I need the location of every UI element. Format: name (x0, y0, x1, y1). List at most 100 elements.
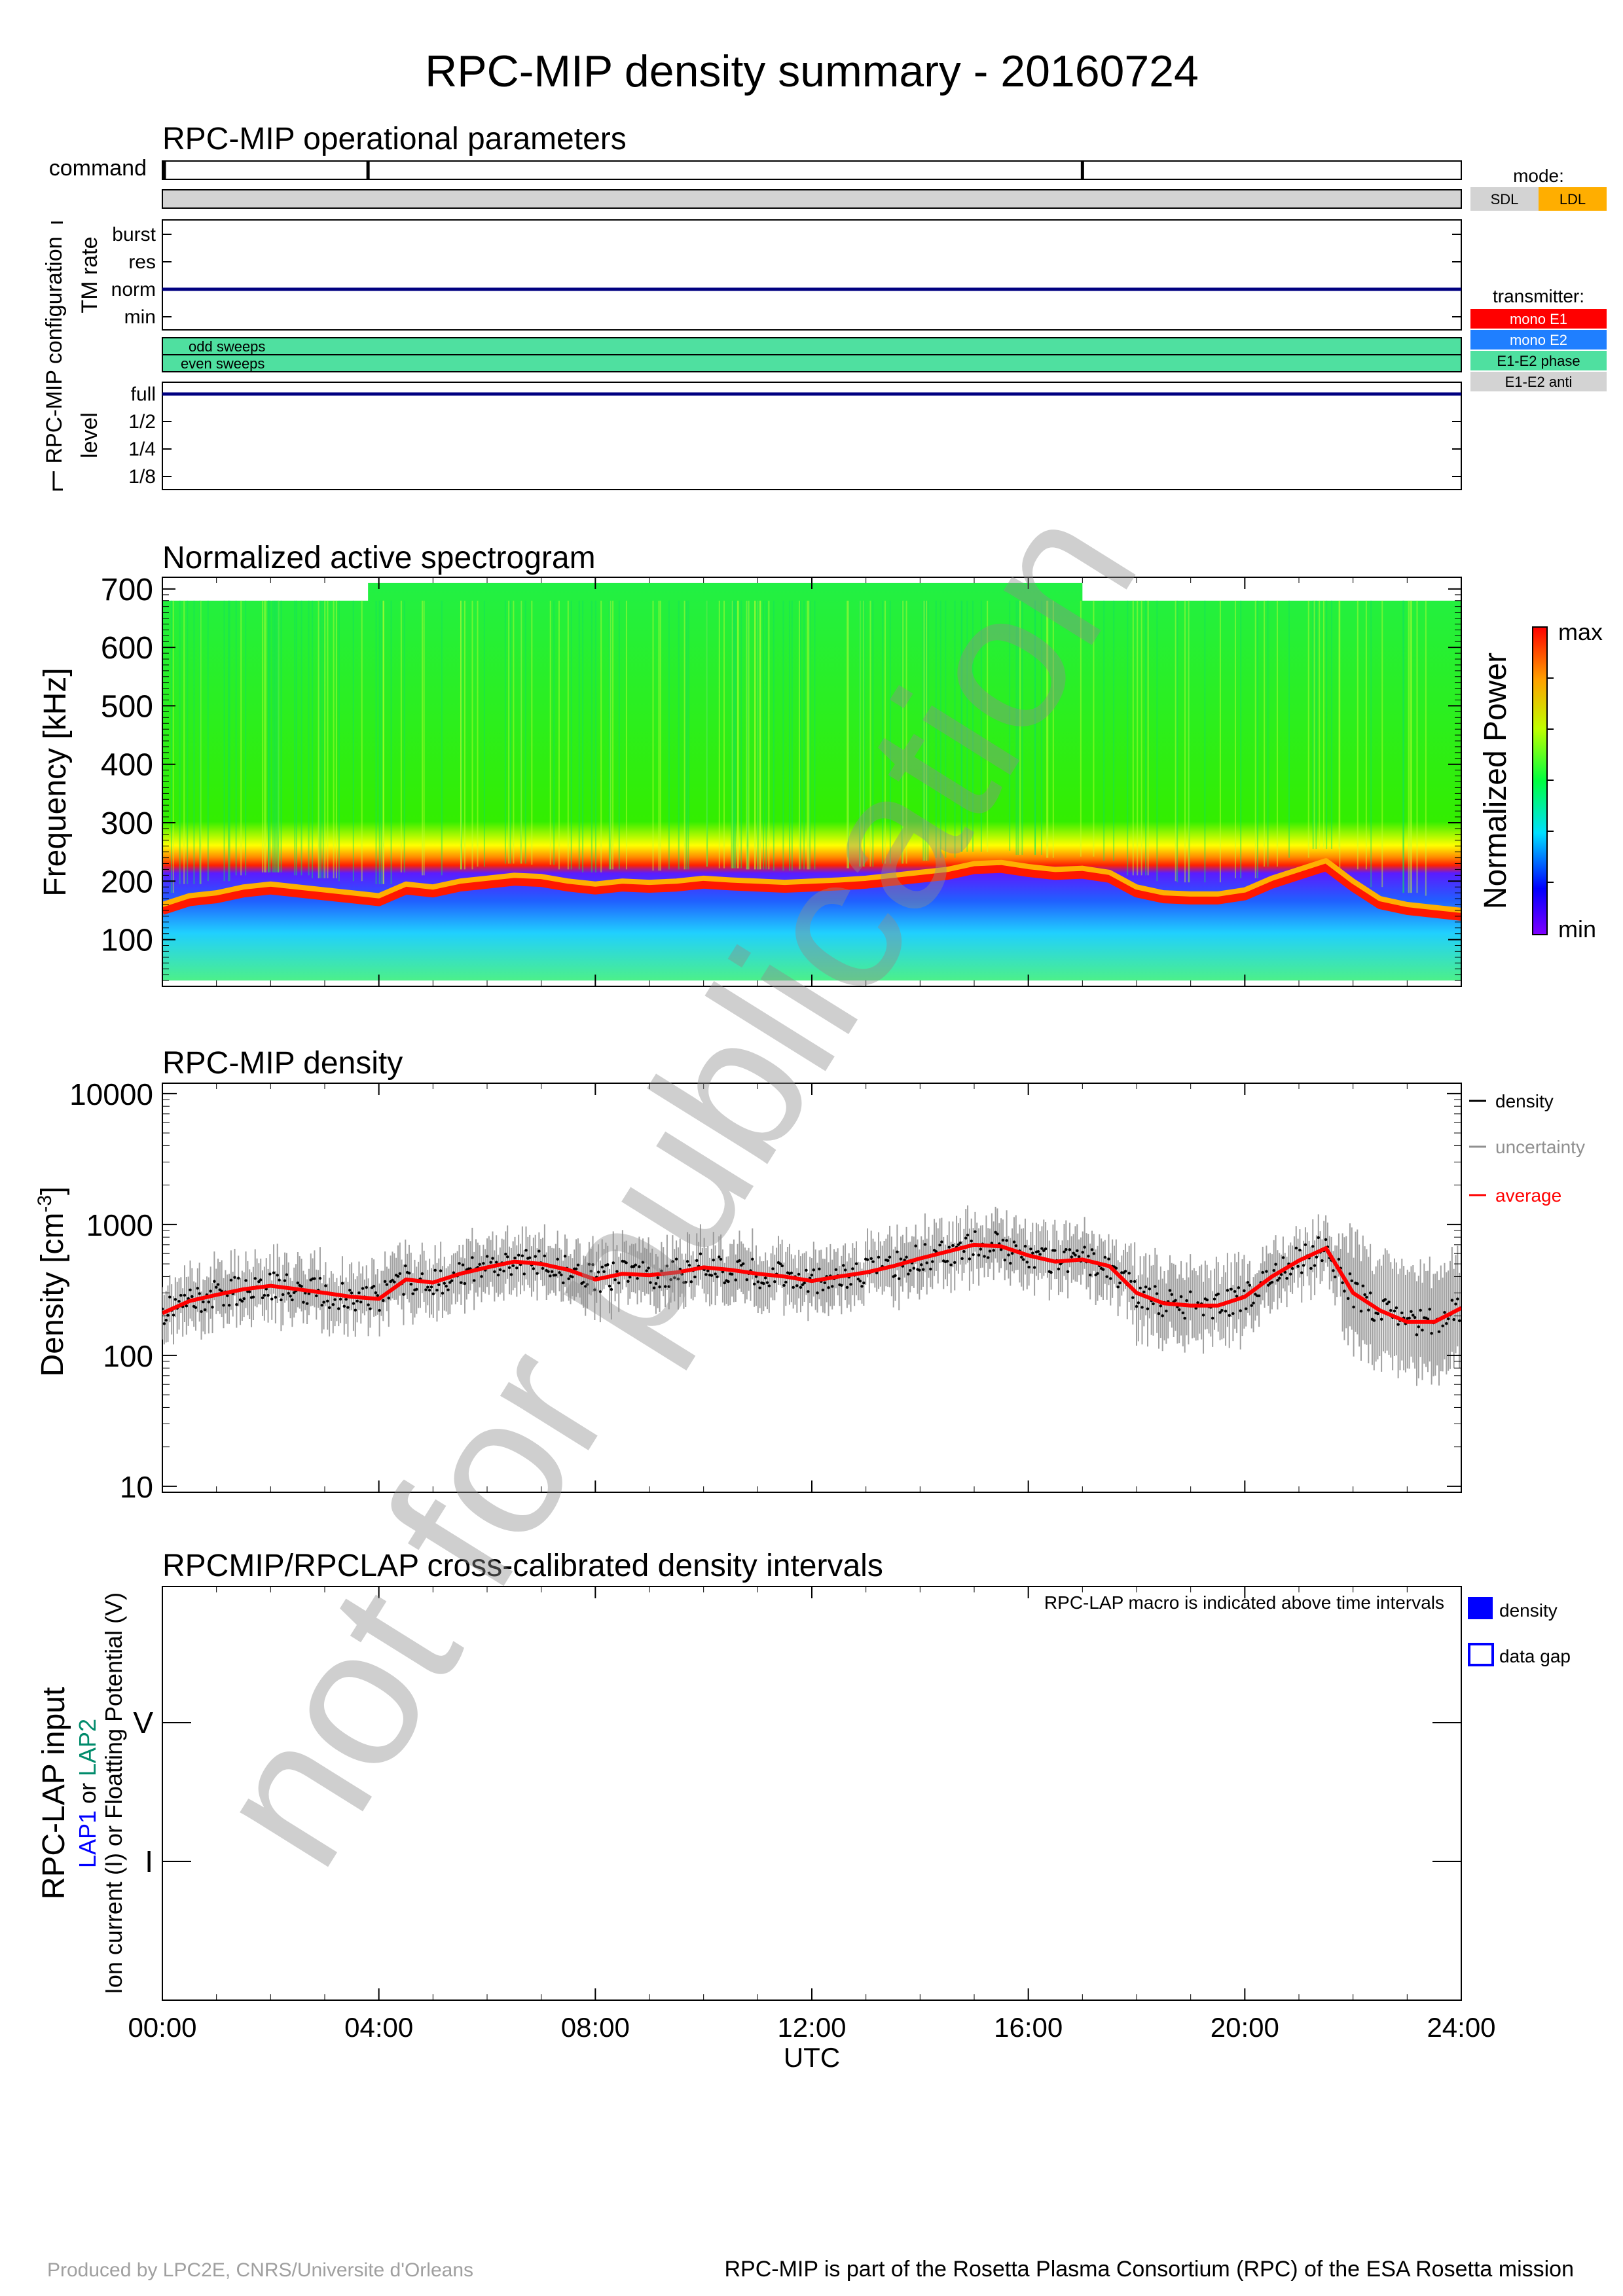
lap-ylabel-mid: LAP1 or LAP2 (74, 1719, 101, 1868)
density-point (1250, 1304, 1253, 1307)
density-point (1083, 1246, 1086, 1249)
density-point (1421, 1329, 1424, 1332)
density-point (964, 1236, 968, 1240)
density-point (382, 1299, 385, 1302)
density-point (1454, 1302, 1457, 1306)
density-point (420, 1272, 424, 1276)
density-point (1036, 1249, 1040, 1253)
density-point (1332, 1269, 1335, 1272)
density-point (1168, 1289, 1172, 1292)
density-point (415, 1287, 418, 1291)
density-point (1457, 1319, 1461, 1323)
density-point (263, 1293, 266, 1297)
level-eighth: 1/8 (128, 466, 156, 488)
time-axis-tick-label: 24:00 (1427, 2012, 1495, 2043)
density-point (1224, 1310, 1228, 1313)
density-point (563, 1255, 567, 1258)
density-point (441, 1291, 445, 1295)
colorbar (1532, 626, 1548, 935)
density-point (1452, 1318, 1455, 1321)
density-point (293, 1291, 296, 1295)
density-point (1065, 1247, 1068, 1251)
density-point (359, 1300, 363, 1304)
density-point (862, 1281, 866, 1285)
density-point (673, 1276, 676, 1280)
density-point (424, 1288, 428, 1291)
transmitter-label: E1-E2 phase (1497, 353, 1580, 369)
footer-left: Produced by LPC2E, CNRS/Universite d'Orl… (47, 2259, 473, 2281)
density-point (511, 1264, 515, 1268)
density-point (1426, 1318, 1430, 1321)
density-point (237, 1276, 240, 1280)
density-point (485, 1255, 489, 1258)
density-point (198, 1292, 201, 1295)
spectrogram-ytick-label: 400 (101, 748, 153, 783)
density-point (1315, 1255, 1319, 1259)
density-point (289, 1295, 292, 1298)
lap-legend-gap-swatch (1468, 1643, 1494, 1666)
density-point (719, 1257, 723, 1261)
density-point (625, 1261, 628, 1265)
density-point (613, 1278, 617, 1282)
density-point (391, 1278, 394, 1282)
density-point (706, 1269, 710, 1272)
density-point (925, 1261, 928, 1265)
density-x-ticks (162, 1083, 1462, 1492)
density-point (296, 1282, 300, 1285)
density-point (596, 1270, 600, 1274)
density-point (687, 1263, 691, 1267)
density-point (428, 1289, 431, 1292)
density-point (1165, 1309, 1168, 1313)
density-point (1290, 1266, 1294, 1270)
time-axis-tick-label: 00:00 (128, 2012, 196, 2043)
spectrogram-streaks (162, 600, 1427, 896)
density-point (1400, 1311, 1404, 1315)
density-point (320, 1304, 323, 1307)
density-point (914, 1244, 917, 1247)
density-point (684, 1280, 687, 1284)
density-point (714, 1272, 717, 1276)
density-point (849, 1283, 852, 1286)
density-point (278, 1278, 281, 1282)
density-legend: density uncertainty average (1469, 1091, 1585, 1206)
density-point (1074, 1253, 1077, 1257)
density-point (1437, 1330, 1441, 1333)
density-point (957, 1243, 960, 1246)
density-point (1205, 1299, 1209, 1302)
density-point (202, 1300, 205, 1304)
even-sweeps-bar (162, 354, 1462, 372)
density-point (1235, 1295, 1239, 1298)
density-point (1103, 1255, 1107, 1259)
density-point (1042, 1249, 1046, 1252)
density-point (762, 1282, 765, 1285)
transmitter-swatch (1470, 351, 1607, 370)
density-point (1181, 1311, 1185, 1315)
density-point (716, 1275, 719, 1279)
footer-right: RPC-MIP is part of the Rosetta Plasma Co… (724, 2257, 1574, 2282)
mode-bar (162, 189, 1462, 209)
density-point (338, 1297, 342, 1301)
density-point (723, 1281, 726, 1285)
density-point (966, 1233, 970, 1237)
density-point (1063, 1250, 1066, 1253)
density-point (734, 1278, 737, 1282)
density-point (1365, 1295, 1368, 1299)
density-point (1031, 1251, 1034, 1255)
density-point (1304, 1243, 1307, 1246)
density-point (843, 1268, 847, 1272)
density-point (461, 1263, 465, 1266)
density-point (507, 1266, 511, 1270)
density-point (992, 1249, 995, 1252)
density-point (634, 1263, 637, 1266)
density-point (177, 1300, 181, 1303)
density-point (494, 1261, 498, 1264)
density-point (515, 1266, 519, 1270)
density-point (689, 1280, 693, 1283)
density-point (1170, 1293, 1174, 1296)
density-point (478, 1263, 481, 1266)
density-point (327, 1306, 331, 1310)
density-point (589, 1269, 593, 1273)
mode-legend-title: mode: (1513, 166, 1564, 186)
lap-legend-density-swatch (1468, 1597, 1493, 1619)
density-point (1185, 1299, 1188, 1302)
